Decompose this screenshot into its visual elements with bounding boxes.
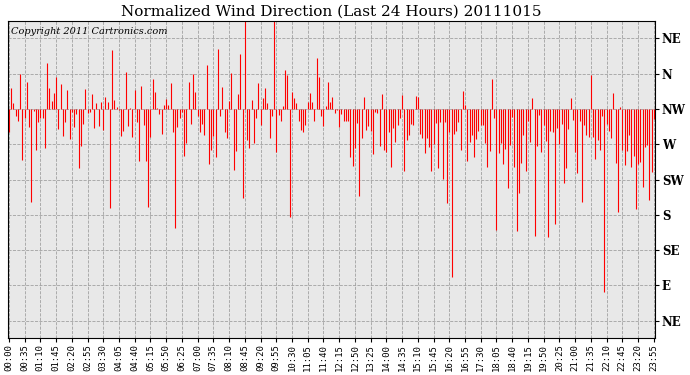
Text: Copyright 2011 Cartronics.com: Copyright 2011 Cartronics.com: [11, 27, 168, 36]
Title: Normalized Wind Direction (Last 24 Hours) 20111015: Normalized Wind Direction (Last 24 Hours…: [121, 4, 542, 18]
